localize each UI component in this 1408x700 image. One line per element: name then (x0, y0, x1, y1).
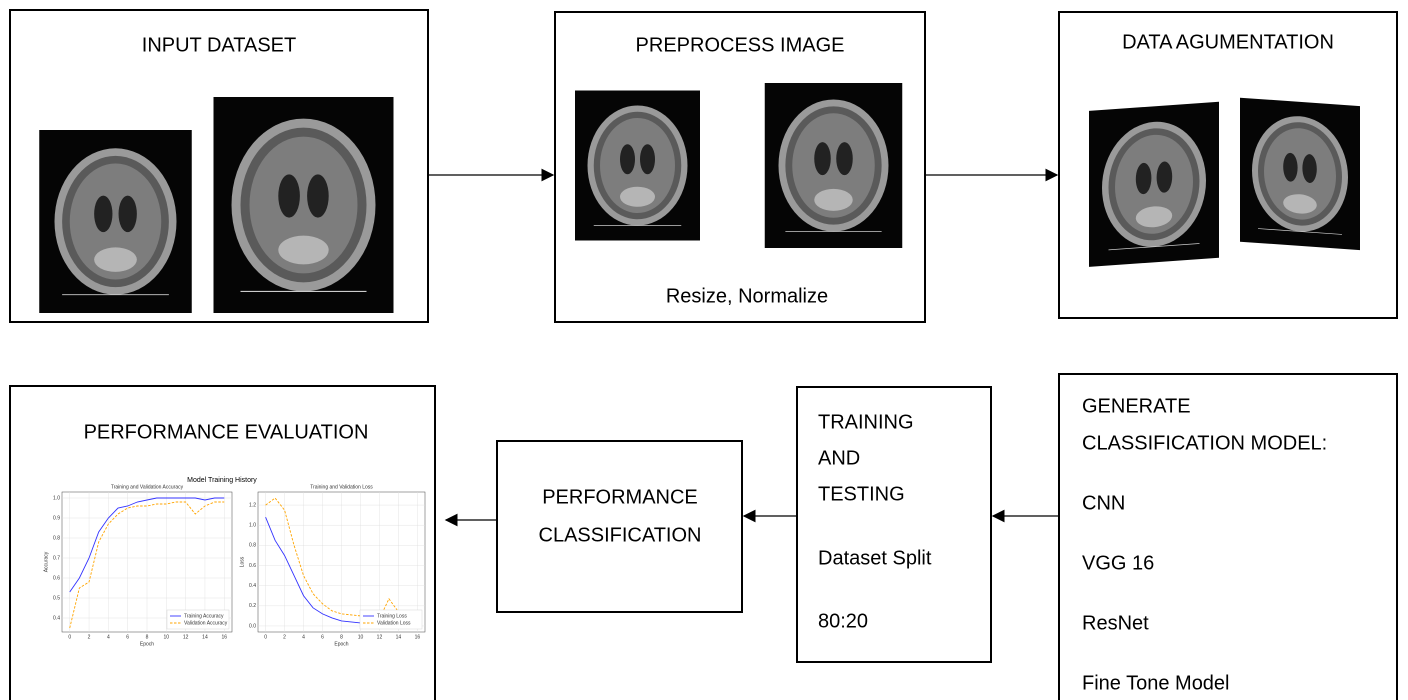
node-line: CLASSIFICATION (539, 524, 702, 546)
x-axis-label: Epoch (334, 641, 348, 647)
y-tick-label: 0.5 (53, 595, 60, 601)
y-tick-label: 0.7 (53, 555, 60, 561)
mri-image (1240, 98, 1360, 250)
page: INPUT DATASET PREPROCESS IMAGE Resize, N… (0, 0, 1408, 700)
node-caption: Resize, Normalize (666, 285, 828, 307)
node-line: VGG 16 (1082, 552, 1154, 574)
y-tick-label: 0.8 (249, 543, 256, 549)
y-axis-label: Loss (239, 556, 245, 567)
x-tick-label: 8 (340, 634, 343, 640)
mri-image (765, 83, 903, 248)
mri-image (39, 130, 192, 313)
y-tick-label: 0.4 (249, 583, 256, 589)
generate-model-box (1059, 374, 1397, 700)
x-tick-label: 10 (164, 634, 170, 640)
y-tick-label: 1.2 (249, 502, 256, 508)
node-line: TRAINING (818, 411, 914, 433)
chart-title: Training and Validation Accuracy (111, 484, 184, 490)
x-tick-label: 2 (88, 634, 91, 640)
x-tick-label: 6 (321, 634, 324, 640)
node-title: PERFORMANCE EVALUATION (84, 421, 369, 443)
legend-label: Training Accuracy (184, 613, 224, 619)
x-tick-label: 12 (377, 634, 383, 640)
x-tick-label: 16 (415, 634, 421, 640)
x-axis-label: Epoch (140, 641, 154, 647)
node-line: ResNet (1082, 612, 1149, 634)
node-line: Fine Tone Model (1082, 672, 1230, 694)
x-tick-label: 12 (183, 634, 189, 640)
x-tick-label: 0 (68, 634, 71, 640)
node-line: AND (818, 447, 860, 469)
x-tick-label: 8 (146, 634, 149, 640)
y-axis-label: Accuracy (43, 551, 49, 572)
figure-title: Model Training History (187, 477, 257, 484)
node-title: INPUT DATASET (142, 34, 296, 56)
y-tick-label: 0.8 (53, 535, 60, 541)
y-tick-label: 0.6 (53, 575, 60, 581)
mri-image (1089, 102, 1219, 267)
x-tick-label: 2 (283, 634, 286, 640)
chart-title: Training and Validation Loss (310, 484, 373, 490)
x-tick-label: 14 (396, 634, 402, 640)
node-title: PREPROCESS IMAGE (636, 34, 845, 56)
x-tick-label: 4 (302, 634, 305, 640)
y-tick-label: 0.0 (249, 623, 256, 629)
y-tick-label: 1.0 (249, 523, 256, 529)
x-tick-label: 10 (358, 634, 364, 640)
mri-image (214, 97, 394, 313)
x-tick-label: 4 (107, 634, 110, 640)
y-tick-label: 0.2 (249, 603, 256, 609)
node-line: PERFORMANCE (542, 486, 698, 508)
legend-label: Training Loss (377, 613, 407, 619)
mri-image (575, 91, 700, 241)
x-tick-label: 0 (264, 634, 267, 640)
x-tick-label: 6 (126, 634, 129, 640)
diagram: INPUT DATASET PREPROCESS IMAGE Resize, N… (0, 0, 1408, 700)
y-tick-label: 0.4 (53, 615, 60, 621)
x-tick-label: 16 (221, 634, 227, 640)
node-line: Dataset Split (818, 547, 932, 569)
y-tick-label: 0.6 (249, 563, 256, 569)
node-line: CLASSIFICATION MODEL: (1082, 432, 1327, 454)
x-tick-label: 14 (202, 634, 208, 640)
legend-label: Validation Loss (377, 620, 411, 626)
y-tick-label: 0.9 (53, 515, 60, 521)
node-line: CNN (1082, 492, 1125, 514)
legend-label: Validation Accuracy (184, 620, 228, 626)
node-line: 80:20 (818, 610, 868, 632)
node-title: DATA AGUMENTATION (1122, 31, 1334, 53)
node-line: TESTING (818, 483, 905, 505)
y-tick-label: 1.0 (53, 495, 60, 501)
node-line: GENERATE (1082, 395, 1191, 417)
